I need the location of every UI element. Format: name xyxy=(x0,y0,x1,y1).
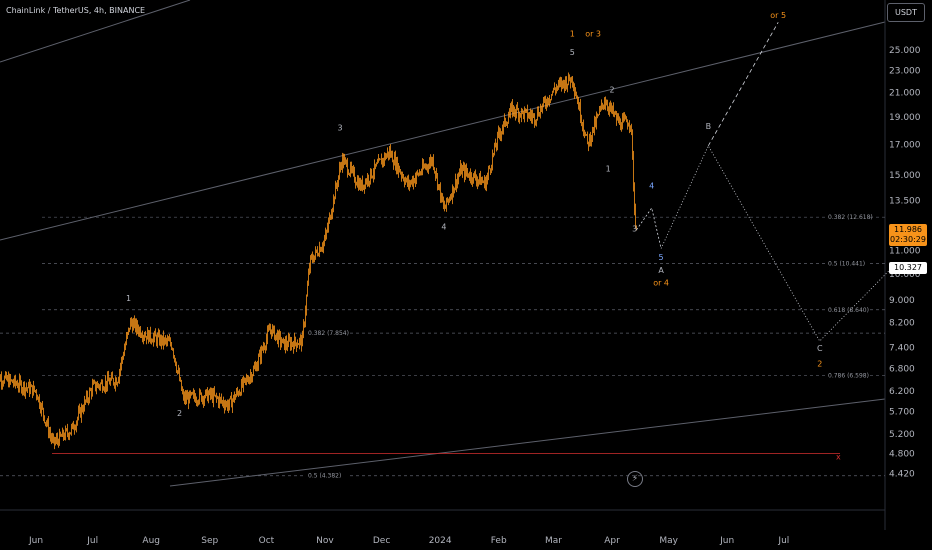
projection-paths xyxy=(636,22,894,342)
wave-labels: 1 2 3 4 5 1 or 3 1 2 3 4 5 Aor 4 B C 2 or 5 xyxy=(126,11,823,418)
wave-label: 3 xyxy=(632,225,637,234)
candles xyxy=(0,72,637,450)
time-tick: Jun xyxy=(719,536,734,546)
price-tick: 5.200 xyxy=(889,430,915,440)
wave-label: or 5 xyxy=(770,11,786,20)
channel-upper xyxy=(0,21,886,241)
time-tick: May xyxy=(659,536,678,546)
lightning-icon[interactable]: ⚡ xyxy=(627,471,643,487)
channel-lines xyxy=(0,0,886,530)
projection-or5 xyxy=(707,22,779,146)
wave-label: 4 xyxy=(441,222,446,231)
wave-label: 4 xyxy=(649,181,654,190)
price-tick: 13.500 xyxy=(889,197,921,207)
time-tick: Oct xyxy=(259,536,275,546)
fib-label: 0.786 (6.598) xyxy=(828,373,869,380)
wave-label: or 3 xyxy=(585,30,601,39)
time-tick: Jun xyxy=(28,536,43,546)
wave-label: 1 xyxy=(606,165,611,174)
fib-label: 0.5 (10.441) xyxy=(828,260,865,267)
time-tick: Jul xyxy=(86,536,98,546)
price-tick: 10.000 xyxy=(889,270,921,280)
price-tick: 15.000 xyxy=(889,171,921,181)
wave-label: 1 xyxy=(126,294,131,303)
price-tick: 11.000 xyxy=(889,247,921,257)
price-tick: 23.000 xyxy=(889,66,921,76)
channel-upper-old xyxy=(0,0,191,63)
fib-label: 0.618 (8.640) xyxy=(828,307,869,314)
wave-label: 2 xyxy=(817,360,822,369)
price-tick: 7.400 xyxy=(889,344,915,354)
symbol-title: ChainLink / TetherUS, 4h, BINANCE xyxy=(6,6,146,15)
price-tick: 17.000 xyxy=(889,140,921,150)
wave-label: or 4 xyxy=(653,278,669,287)
time-tick: Sep xyxy=(201,536,218,546)
price-tick: 9.000 xyxy=(889,296,915,306)
projection-abc-start xyxy=(636,207,662,249)
last-price-tag: 11.986 02:30:29 xyxy=(889,224,927,246)
fib-label: 0.382 (12.618) xyxy=(828,214,873,221)
time-tick: Mar xyxy=(545,536,562,546)
price-tick: 21.000 xyxy=(889,89,921,99)
time-tick: Aug xyxy=(142,536,160,546)
time-tick: Jul xyxy=(777,536,789,546)
bar-countdown: 02:30:29 xyxy=(890,235,926,244)
time-axis[interactable]: Jun Jul Aug Sep Oct Nov Dec 2024 Feb Mar Apr May Jun… xyxy=(28,536,789,546)
price-tick: 5.700 xyxy=(889,407,915,417)
wave-label: 1 xyxy=(570,30,575,39)
wave-label: 5 xyxy=(659,253,664,262)
time-tick: Nov xyxy=(316,536,334,546)
invalidation-mark: x xyxy=(836,452,841,461)
wave-label: 5 xyxy=(570,48,575,57)
time-tick: Apr xyxy=(604,536,620,546)
wave-label: A xyxy=(658,266,664,275)
price-tick: 25.000 xyxy=(889,46,921,56)
channel-lower xyxy=(169,398,886,487)
wave-label: 3 xyxy=(338,123,343,132)
price-tick: 8.200 xyxy=(889,319,915,329)
last-price: 11.986 xyxy=(894,225,922,234)
time-tick: Dec xyxy=(373,536,390,546)
fib-label: 0.382 (7.854) xyxy=(308,330,349,337)
time-tick: Feb xyxy=(491,536,507,546)
price-tick: 4.800 xyxy=(889,449,915,459)
wave-label: 2 xyxy=(177,409,182,418)
wave-label: C xyxy=(817,344,823,353)
price-tick: 19.000 xyxy=(889,113,921,123)
fib-label: 0.5 (4.382) xyxy=(308,473,341,480)
currency-button[interactable]: USDT xyxy=(887,3,925,22)
price-tick: 4.420 xyxy=(889,470,915,480)
price-tick: 6.200 xyxy=(889,387,915,397)
fib-levels: 0.382 (12.618) 0.5 (10.441) 0.618 (8.640) 0… xyxy=(0,214,885,480)
wave-label: 2 xyxy=(609,86,614,95)
price-tick: 6.800 xyxy=(889,364,915,374)
target-price-tag: 10.327 xyxy=(889,262,927,274)
projection-abc xyxy=(660,144,894,342)
wave-label: B xyxy=(706,122,712,131)
time-tick: 2024 xyxy=(429,536,452,546)
